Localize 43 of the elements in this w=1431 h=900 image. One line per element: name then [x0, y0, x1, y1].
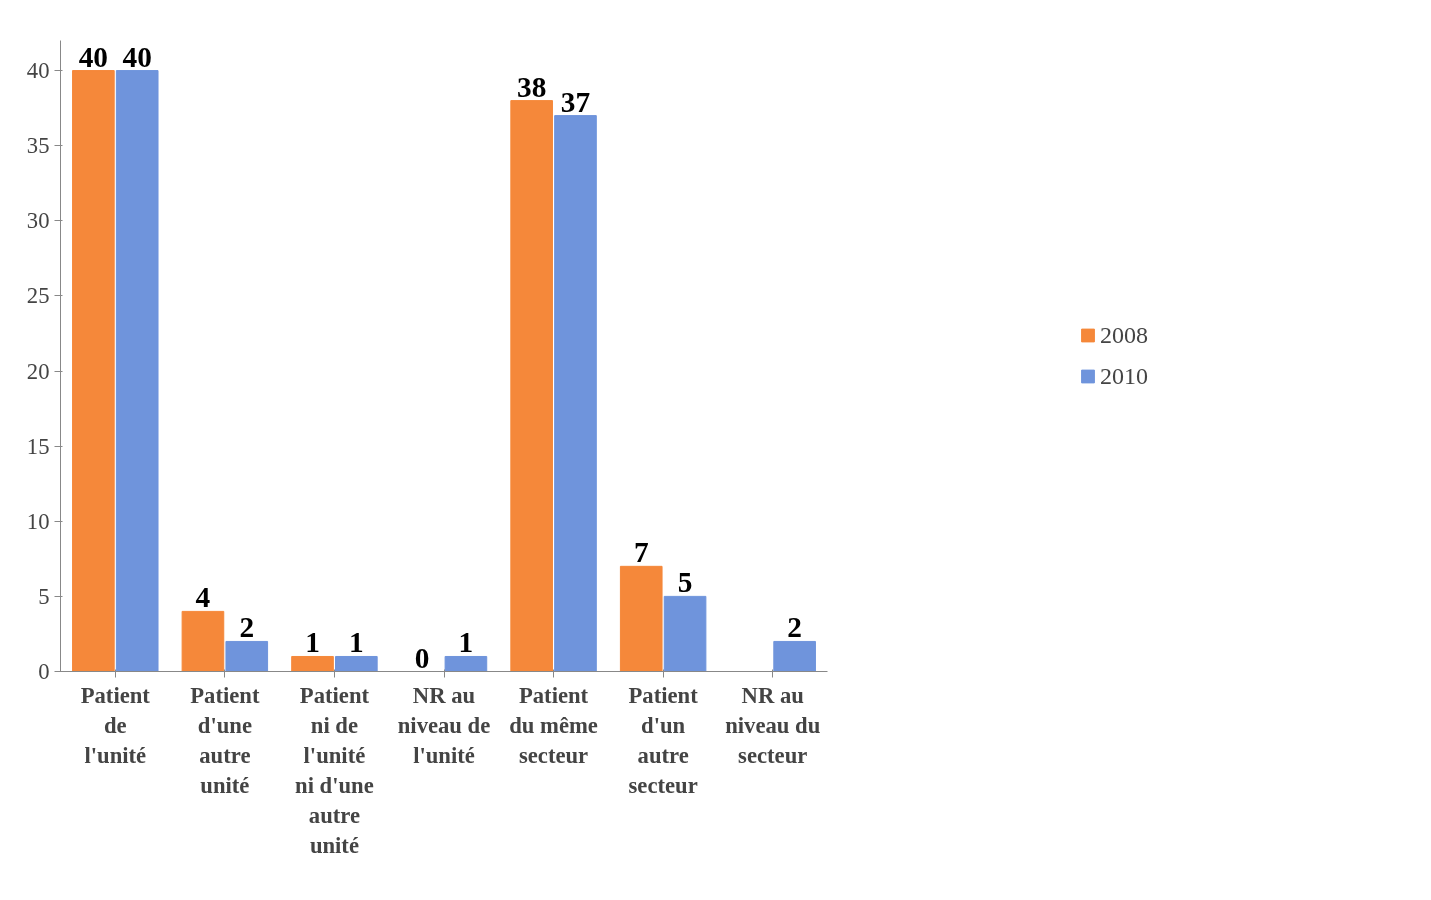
data-label: 4 — [195, 581, 211, 614]
bar — [663, 595, 707, 672]
data-label: 40 — [122, 40, 152, 73]
y-tick-label: 5 — [38, 583, 50, 609]
bar — [72, 70, 115, 672]
x-tick-label: NR au niveau du secteur — [725, 682, 821, 768]
bar — [444, 655, 488, 672]
data-label: 37 — [560, 85, 591, 118]
y-tick-label: 15 — [26, 433, 50, 459]
x-tick-label: Patient d'un autre secteur — [628, 682, 699, 798]
data-label: 1 — [349, 626, 364, 659]
data-label: 1 — [458, 626, 474, 659]
data-label: 1 — [305, 626, 320, 659]
bar — [225, 640, 269, 672]
y-tick-label: 35 — [26, 133, 50, 159]
data-label: 2 — [239, 611, 255, 644]
y-tick-label: 25 — [26, 283, 50, 309]
data-label: 0 — [414, 641, 430, 674]
bar — [773, 640, 816, 672]
bar — [510, 100, 553, 672]
x-tick-label: Patient ni de l'unité ni d'une autre unité — [295, 682, 374, 858]
x-tick-label: Patient d'une autre unité — [190, 682, 260, 798]
y-tick-label: 10 — [26, 508, 50, 534]
data-label: 38 — [516, 70, 547, 103]
data-label: 5 — [677, 566, 693, 599]
legend-label: 2008 — [1100, 321, 1148, 349]
y-tick-label: 0 — [38, 659, 50, 684]
bar — [619, 565, 663, 672]
x-tick-label: Patient de l'unité — [80, 682, 151, 768]
x-tick-label: Patient du même secteur — [509, 682, 598, 768]
x-tick-label: NR au niveau de l'unité — [397, 682, 491, 768]
legend-label: 2010 — [1100, 362, 1148, 390]
y-tick-label: 30 — [26, 208, 50, 234]
data-label: 7 — [633, 536, 649, 569]
bar — [181, 610, 225, 672]
bar — [291, 655, 334, 672]
data-label: 40 — [78, 40, 109, 73]
bar — [335, 655, 378, 672]
y-tick-label: 40 — [26, 58, 50, 84]
y-tick-label: 20 — [26, 358, 50, 384]
data-label: 2 — [787, 611, 802, 644]
bar — [115, 70, 159, 672]
bar — [554, 115, 597, 672]
